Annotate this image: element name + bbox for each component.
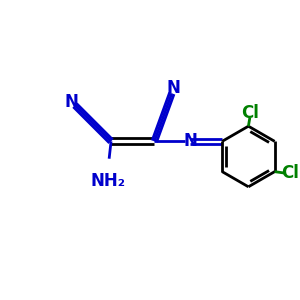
Text: N: N (64, 92, 78, 110)
Text: N: N (167, 80, 181, 98)
Text: Cl: Cl (282, 164, 299, 182)
Text: N: N (184, 132, 197, 150)
Text: Cl: Cl (241, 104, 259, 122)
Text: NH₂: NH₂ (91, 172, 126, 190)
